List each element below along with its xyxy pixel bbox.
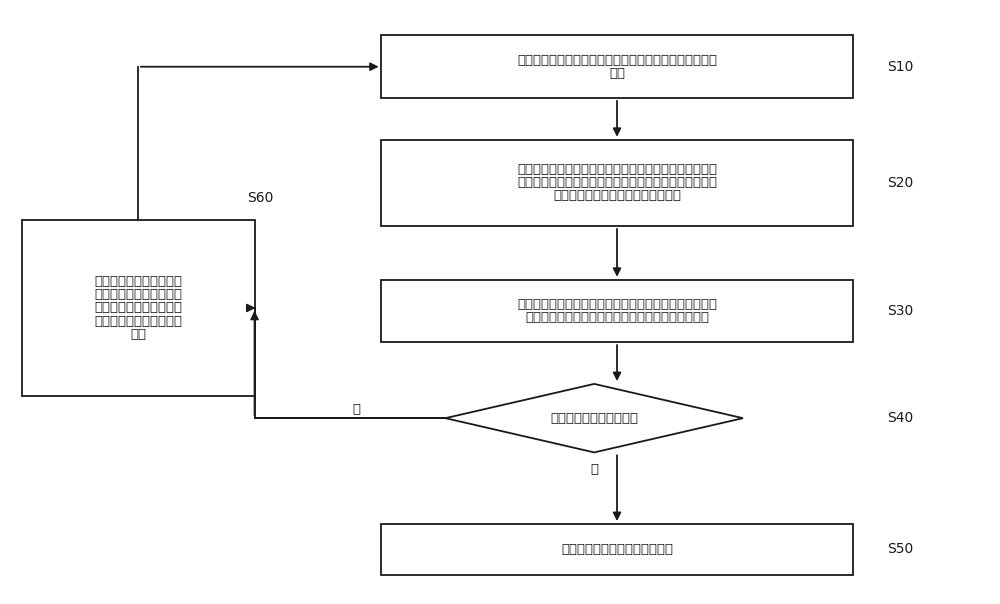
Text: 发送开启指令至地泵，以供开启所述地泵的泵送系统，将: 发送开启指令至地泵，以供开启所述地泵的泵送系统，将	[517, 163, 717, 176]
Text: S40: S40	[887, 411, 913, 425]
Text: 长时，发送关闭指令至地泵，以供关闭所述泵送系统: 长时，发送关闭指令至地泵，以供关闭所述泵送系统	[525, 311, 709, 324]
FancyBboxPatch shape	[381, 36, 853, 98]
FancyBboxPatch shape	[22, 220, 255, 396]
Text: S50: S50	[887, 542, 913, 556]
Text: 当泵送系统的开启时长达到所述预置浇筑点对应的预设时: 当泵送系统的开启时长达到所述预置浇筑点对应的预设时	[517, 298, 717, 311]
FancyBboxPatch shape	[381, 524, 853, 574]
Text: 筑点: 筑点	[609, 67, 625, 80]
Text: S60: S60	[247, 191, 274, 205]
Text: S20: S20	[887, 176, 913, 190]
Text: 则将所述下一预置浇筑点: 则将所述下一预置浇筑点	[94, 275, 182, 288]
FancyBboxPatch shape	[381, 280, 853, 342]
Text: 当接收到工作指令时，控制布料机的砼输送管到达预置浇: 当接收到工作指令时，控制布料机的砼输送管到达预置浇	[517, 54, 717, 66]
Text: S30: S30	[887, 304, 913, 318]
Polygon shape	[445, 384, 743, 452]
Text: S10: S10	[887, 60, 913, 74]
Text: 混凝土输送至布料机，再由布料机的砼输送管将混凝土输: 混凝土输送至布料机，再由布料机的砼输送管将混凝土输	[517, 176, 717, 190]
Text: 控制所述布料机的砼输送管收回: 控制所述布料机的砼输送管收回	[561, 543, 673, 556]
Text: 作为所述预置浇筑点，并: 作为所述预置浇筑点，并	[94, 288, 182, 301]
Text: 输送管到达预置浇筑点的: 输送管到达预置浇筑点的	[94, 315, 182, 327]
Text: 步骤: 步骤	[130, 327, 146, 341]
Text: 是: 是	[352, 403, 360, 416]
Text: 是否存在下一预置浇筑点: 是否存在下一预置浇筑点	[550, 412, 638, 425]
Text: 否: 否	[590, 463, 598, 477]
Text: 送到所述预置浇筑点对应的浇筑区域: 送到所述预置浇筑点对应的浇筑区域	[553, 190, 681, 202]
Text: 执行所述控制布料机的砼: 执行所述控制布料机的砼	[94, 301, 182, 315]
FancyBboxPatch shape	[381, 140, 853, 226]
